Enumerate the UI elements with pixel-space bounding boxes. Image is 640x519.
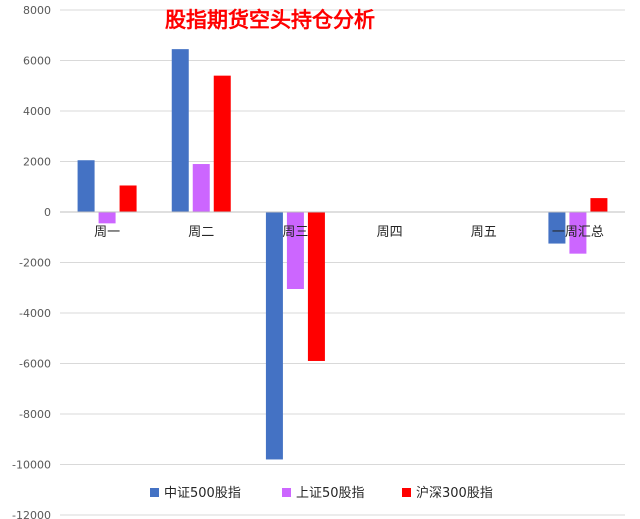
- legend-swatch: [282, 488, 291, 497]
- y-tick-label: 2000: [23, 156, 51, 169]
- category-label: 周五: [471, 225, 497, 240]
- bar-series-2-5: [569, 212, 587, 254]
- y-tick-label: -4000: [19, 307, 51, 320]
- bar-series-1-2: [265, 212, 283, 460]
- category-label: 周三: [282, 225, 308, 240]
- y-tick-label: -2000: [19, 257, 51, 270]
- bar-series-3-0: [119, 185, 137, 212]
- y-tick-label: 0: [44, 206, 51, 219]
- bar-series-1-1: [171, 49, 189, 213]
- bar-series-3-1: [213, 75, 231, 213]
- bar-series-1-5: [548, 212, 566, 244]
- y-tick-label: -8000: [19, 408, 51, 421]
- y-tick-label: 4000: [23, 105, 51, 118]
- y-tick-label: -12000: [12, 509, 51, 519]
- category-label: 一周汇总: [552, 225, 604, 240]
- bar-series-2-1: [192, 164, 210, 212]
- y-tick-label: 8000: [23, 4, 51, 17]
- y-tick-label: -6000: [19, 358, 51, 371]
- gridlines: [60, 9, 625, 516]
- y-tick-label: -10000: [12, 459, 51, 472]
- category-label: 周一: [94, 225, 120, 240]
- bar-series-2-0: [98, 212, 116, 224]
- y-tick-label: 6000: [23, 55, 51, 68]
- legend-label: 沪深300股指: [416, 485, 493, 501]
- bar-series-1-0: [77, 160, 95, 212]
- category-label: 周二: [188, 225, 214, 240]
- legend-swatch: [402, 488, 411, 497]
- bars: [60, 49, 625, 460]
- legend-swatch: [150, 488, 159, 497]
- chart-title: 股指期货空头持仓分析: [165, 7, 375, 32]
- legend-label: 中证500股指: [164, 486, 241, 501]
- bar-series-3-5: [590, 198, 608, 212]
- category-label: 周四: [377, 225, 403, 240]
- bar-series-2-2: [286, 212, 304, 290]
- category-labels: 周一 周二 周三 周四 周五 一周汇总: [94, 225, 604, 240]
- y-axis-tick-labels: 8000 6000 4000 2000 0 -2000 -4000 -6000 -8000 -10…: [12, 4, 51, 519]
- legend-label: 上证50股指: [296, 486, 365, 501]
- bar-series-3-2: [307, 212, 325, 361]
- legend: 中证500股指 上证50股指 沪深300股指: [150, 485, 493, 501]
